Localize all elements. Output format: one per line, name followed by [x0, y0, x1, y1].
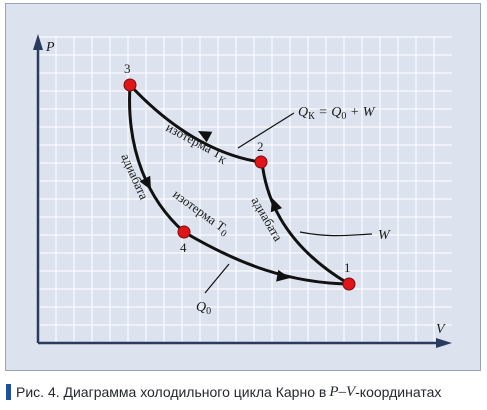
- direction-arrows: [139, 131, 290, 282]
- point-4-label: 4: [180, 240, 187, 255]
- arrow-isotherm-t0: [276, 269, 290, 282]
- arrow-adiabat-left: [139, 175, 151, 190]
- x-axis-arrow: [436, 338, 452, 348]
- x-axis-label: V: [436, 322, 446, 337]
- caption-suffix: -координатах: [355, 384, 442, 400]
- point-2: [254, 155, 268, 169]
- leader-lines: [204, 112, 373, 294]
- point-3-label: 3: [124, 61, 131, 76]
- carnot-diagram: P V 1 2 3 4 изотерма TК изот: [33, 34, 452, 348]
- qk-leader: [237, 112, 295, 149]
- w-leader: [299, 231, 373, 237]
- caption-pv: P–V: [329, 383, 356, 400]
- caption-text: Рис. 4. Диаграмма холодильного цикла Кар…: [16, 384, 327, 400]
- y-axis-arrow: [33, 34, 43, 50]
- state-points: 1 2 3 4: [123, 61, 356, 291]
- q0-label: Q0: [196, 300, 211, 317]
- grid: [38, 36, 452, 343]
- isotherm-t0-curve: [183, 230, 350, 286]
- point-1-label: 1: [344, 260, 351, 275]
- point-1: [342, 277, 356, 291]
- point-3: [123, 78, 137, 92]
- axes: P V: [33, 34, 452, 348]
- q0-leader: [204, 263, 230, 294]
- y-axis-label: P: [45, 40, 55, 55]
- adiabat-left-curve: [128, 84, 185, 234]
- qk-equation: QК = Q0 + W: [298, 105, 376, 122]
- diagram-frame: [5, 3, 481, 371]
- isotherm-tk-curve: [128, 83, 261, 164]
- cycle-curves: [128, 83, 350, 286]
- point-4: [177, 225, 191, 239]
- annotations: QК = Q0 + W W Q0: [196, 105, 391, 317]
- adiabat-left-label: адиабата: [118, 151, 152, 202]
- adiabat-right-curve: [260, 161, 350, 286]
- arrow-isotherm-tk: [198, 131, 213, 143]
- point-2-label: 2: [257, 139, 264, 154]
- figure-caption: Рис. 4. Диаграмма холодильного цикла Кар…: [6, 381, 482, 403]
- arrow-adiabat-right: [270, 198, 283, 213]
- w-label: W: [378, 228, 391, 243]
- caption-marker: [6, 384, 11, 400]
